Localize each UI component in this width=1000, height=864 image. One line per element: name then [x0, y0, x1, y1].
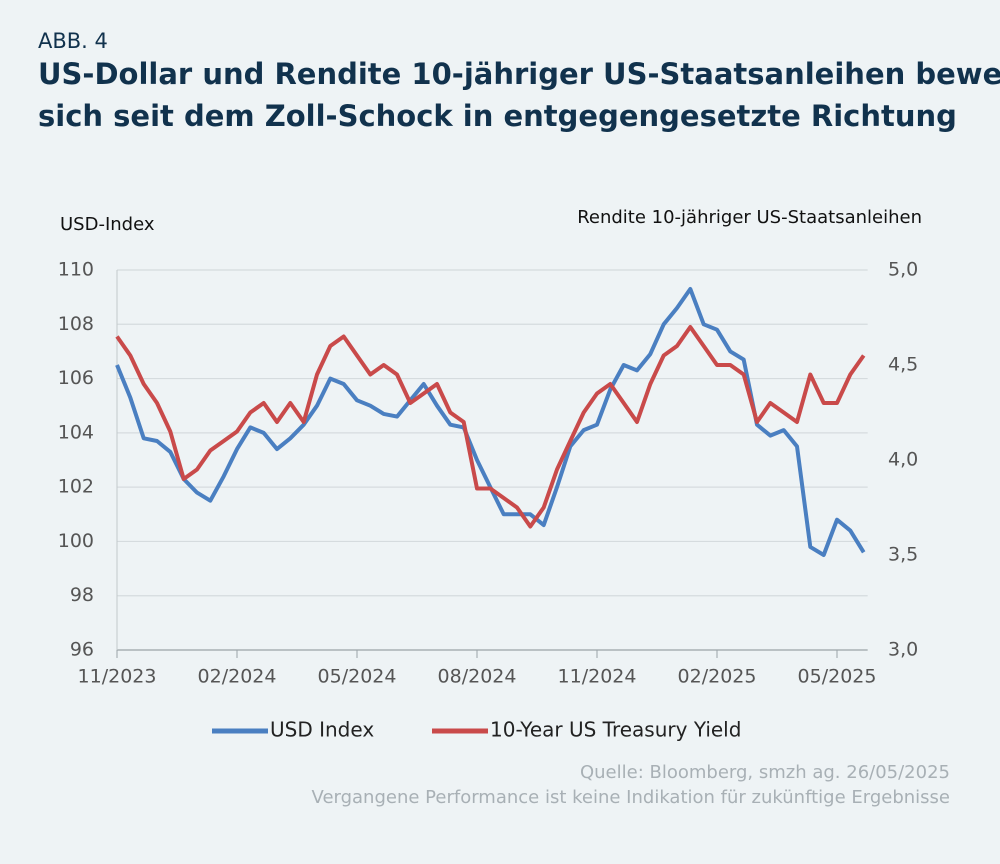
x-tick-label: 11/2023	[78, 666, 157, 688]
y-axis-label: USD-Index	[60, 214, 155, 235]
x-tick-label: 05/2025	[798, 666, 877, 688]
x-tick-label: 08/2024	[438, 666, 517, 688]
y-tick-label: 100	[58, 530, 94, 552]
disclaimer: Vergangene Performance ist keine Indikat…	[312, 787, 950, 808]
y2-tick-label: 3,5	[888, 544, 918, 566]
y2-axis-label: Rendite 10-jähriger US-Staatsanleihen	[577, 207, 922, 228]
y-tick-label: 106	[58, 367, 94, 389]
y2-tick-label: 4,0	[888, 449, 918, 471]
figure-label: ABB. 4	[38, 29, 108, 53]
y-tick-label: 104	[58, 421, 94, 443]
x-tick-label: 05/2024	[318, 666, 397, 688]
y-tick-label: 98	[70, 584, 94, 606]
y-tick-label: 96	[70, 639, 94, 661]
y-tick-label: 108	[58, 313, 94, 335]
y2-tick-label: 5,0	[888, 259, 918, 281]
y2-tick-label: 3,0	[888, 639, 918, 661]
source: Quelle: Bloomberg, smzh ag. 26/05/2025	[580, 762, 950, 783]
y-tick-label: 102	[58, 476, 94, 498]
x-tick-label: 02/2025	[678, 666, 757, 688]
x-tick-label: 11/2024	[558, 666, 637, 688]
chart-title: US-Dollar und Rendite 10-jähriger US-Sta…	[38, 57, 1000, 133]
line-series	[115, 325, 866, 529]
legend-label: 10-Year US Treasury Yield	[490, 718, 741, 742]
legend-label: USD Index	[270, 718, 374, 742]
y2-tick-label: 4,5	[888, 354, 918, 376]
x-tick-label: 02/2024	[198, 666, 277, 688]
y-tick-label: 110	[58, 259, 94, 281]
